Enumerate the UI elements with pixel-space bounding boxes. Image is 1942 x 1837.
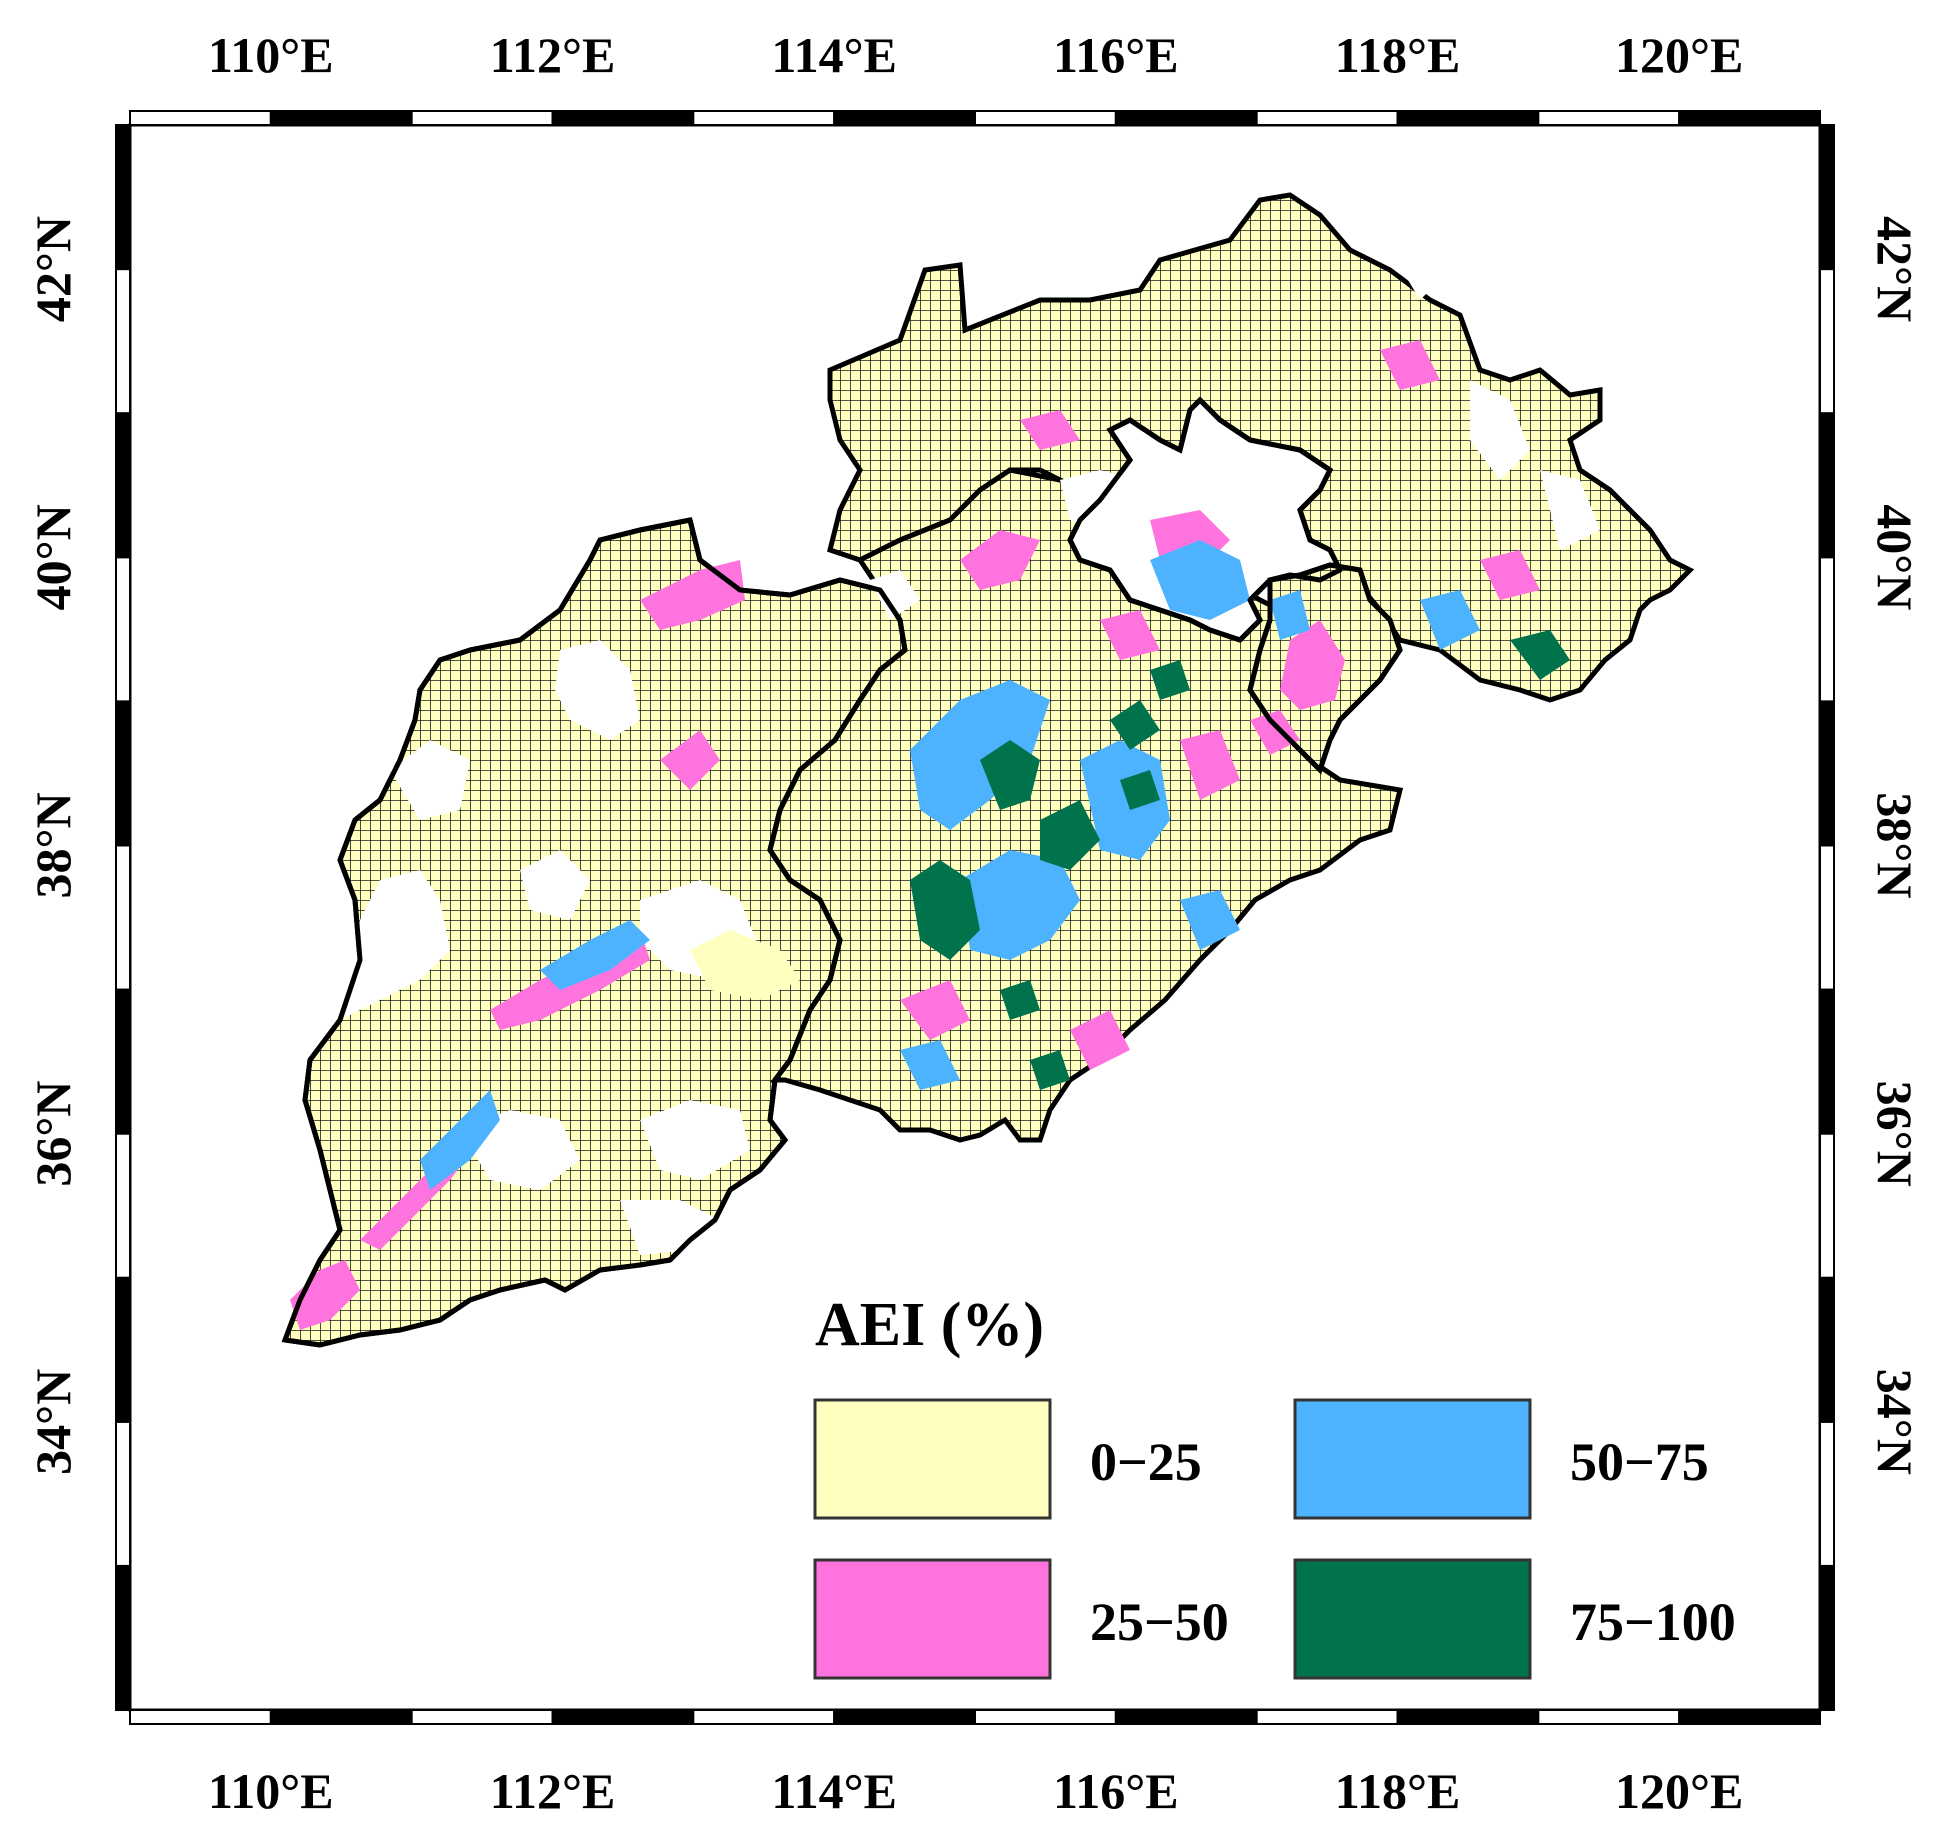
lon-label-top: 112°E xyxy=(490,27,616,83)
frame-bar-left xyxy=(115,1276,131,1423)
frame-bar-left xyxy=(115,1132,131,1279)
frame-bar-right xyxy=(1819,556,1835,703)
frame-bar-left xyxy=(115,700,131,847)
lon-label-bottom: 120°E xyxy=(1615,1763,1743,1819)
frame-bar-bottom xyxy=(692,1709,836,1725)
frame-bar-bottom xyxy=(1678,1709,1821,1725)
legend-label: 0−25 xyxy=(1090,1432,1202,1492)
lon-label-top: 120°E xyxy=(1615,27,1743,83)
lat-labels-left: 34°N 36°N 38°N 40°N 42°N xyxy=(25,216,81,1475)
frame-bar-right xyxy=(1819,1276,1835,1423)
lat-label-right: 36°N xyxy=(1867,1081,1923,1187)
study-region xyxy=(281,192,1695,1348)
frame-bar-right xyxy=(1819,844,1835,991)
frame-bar-top xyxy=(1678,110,1821,126)
frame-bar-left xyxy=(115,1564,131,1711)
province-boundaries xyxy=(282,397,1403,1348)
frame-bar-top xyxy=(410,110,554,126)
frame-bar-bottom xyxy=(1114,1709,1258,1725)
frame-bar-left xyxy=(115,124,131,271)
frame-bar-bottom xyxy=(1255,1709,1399,1725)
legend-label: 50−75 xyxy=(1570,1432,1709,1492)
frame-bar-top xyxy=(269,110,413,126)
frame-bar-top xyxy=(974,110,1117,126)
legend-label: 25−50 xyxy=(1090,1592,1229,1652)
frame-bar-right xyxy=(1819,1564,1835,1711)
lat-label-left: 38°N xyxy=(25,792,81,898)
lon-label-top: 114°E xyxy=(771,27,897,83)
legend-swatch xyxy=(1293,1558,1532,1680)
lat-label-right: 34°N xyxy=(1867,1369,1923,1475)
frame-bar-right xyxy=(1819,412,1835,559)
frame-bar-right xyxy=(1819,1132,1835,1279)
frame-bar-bottom xyxy=(551,1709,695,1725)
map-frame-ticks xyxy=(115,110,1835,1725)
lat-label-left: 42°N xyxy=(25,216,81,322)
frame-bar-right xyxy=(1819,268,1835,415)
frame-bar-left xyxy=(115,988,131,1135)
frame-bar-right xyxy=(1819,124,1835,271)
legend-swatch xyxy=(813,1398,1052,1520)
lat-label-left: 34°N xyxy=(25,1369,81,1475)
frame-bar-top xyxy=(1396,110,1540,126)
lon-label-bottom: 110°E xyxy=(208,1763,334,1819)
legend-title: AEI (%) xyxy=(815,1291,1044,1359)
legend: AEI (%) 0−25 25−50 50−75 75−100 xyxy=(813,1291,1736,1680)
lon-label-bottom: 112°E xyxy=(490,1763,616,1819)
frame-bar-left xyxy=(115,1420,131,1567)
legend-label: 75−100 xyxy=(1570,1592,1736,1652)
frame-bar-bottom xyxy=(974,1709,1117,1725)
lon-label-top: 110°E xyxy=(208,27,334,83)
lat-label-left: 36°N xyxy=(25,1081,81,1187)
frame-bar-left xyxy=(115,412,131,559)
frame-bar-bottom xyxy=(1396,1709,1540,1725)
lon-label-top: 118°E xyxy=(1335,27,1461,83)
legend-swatch xyxy=(1293,1398,1532,1520)
frame-bar-bottom xyxy=(1537,1709,1681,1725)
frame-bar-top xyxy=(1255,110,1399,126)
frame-bar-top xyxy=(833,110,977,126)
frame-bar-right xyxy=(1819,1420,1835,1567)
lon-label-bottom: 118°E xyxy=(1335,1763,1461,1819)
lat-labels-right: 34°N 36°N 38°N 40°N 42°N xyxy=(1867,216,1923,1475)
frame-bar-top xyxy=(1537,110,1681,126)
uncolored-areas xyxy=(340,230,1600,1255)
lon-label-top: 116°E xyxy=(1053,27,1179,83)
frame-bar-left xyxy=(115,268,131,415)
frame-bar-top xyxy=(1114,110,1258,126)
frame-bar-left xyxy=(115,844,131,991)
frame-bar-bottom xyxy=(410,1709,554,1725)
frame-bar-top xyxy=(129,110,272,126)
frame-bar-bottom xyxy=(129,1709,272,1725)
lat-label-right: 42°N xyxy=(1867,216,1923,322)
lon-label-bottom: 114°E xyxy=(771,1763,897,1819)
class-75-100-patches xyxy=(910,630,1570,1090)
frame-bar-right xyxy=(1819,700,1835,847)
frame-bar-bottom xyxy=(269,1709,413,1725)
lat-label-left: 40°N xyxy=(25,504,81,610)
frame-bar-right xyxy=(1819,988,1835,1135)
frame-bar-top xyxy=(551,110,695,126)
lon-labels-top: 110°E 112°E 114°E 116°E 118°E 120°E xyxy=(208,27,1743,83)
lon-label-bottom: 116°E xyxy=(1053,1763,1179,1819)
frame-bar-bottom xyxy=(833,1709,977,1725)
lat-label-right: 38°N xyxy=(1867,792,1923,898)
class-0-25-patches xyxy=(690,930,800,1000)
frame-bar-left xyxy=(115,556,131,703)
lon-labels-bottom: 110°E 112°E 114°E 116°E 118°E 120°E xyxy=(208,1763,1743,1819)
class-50-75-patches xyxy=(420,540,1480,1190)
frame-bar-top xyxy=(692,110,836,126)
lat-label-right: 40°N xyxy=(1867,504,1923,610)
legend-swatch xyxy=(813,1558,1052,1680)
